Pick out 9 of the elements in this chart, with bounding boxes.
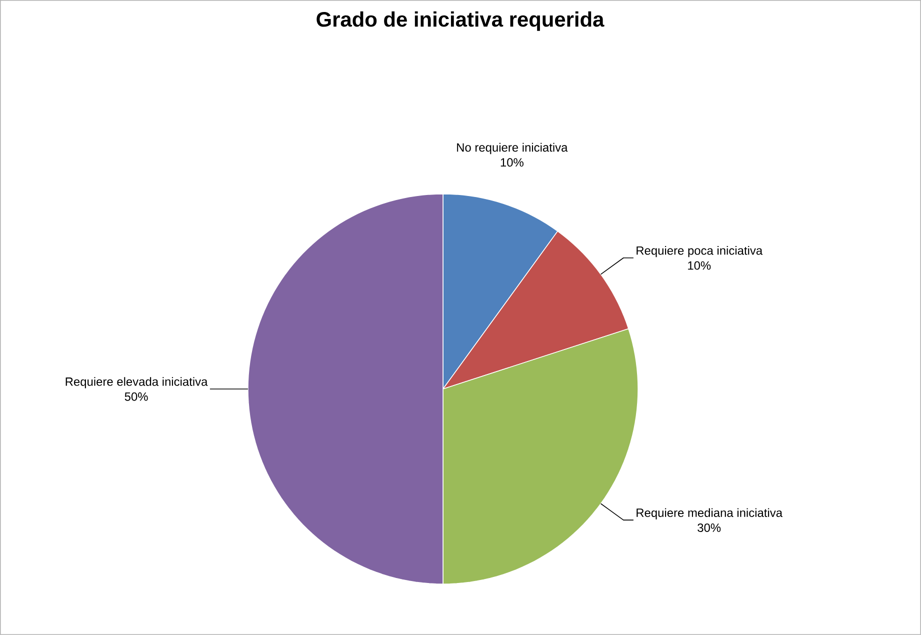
data-label: 50% xyxy=(124,392,148,401)
slice-label: Requiere elevada iniciativa xyxy=(66,377,208,388)
data-label: 30% xyxy=(698,524,721,532)
slice-label: Requiere poca iniciativa xyxy=(636,246,763,258)
data-label: 10% xyxy=(688,261,711,270)
slice-label: Requiere mediana iniciativa xyxy=(636,508,783,520)
data-label: 10% xyxy=(500,158,524,167)
chart-title: Grado de iniciativa requerida xyxy=(316,11,604,31)
slice-label: No requiere iniciativa xyxy=(457,142,568,154)
